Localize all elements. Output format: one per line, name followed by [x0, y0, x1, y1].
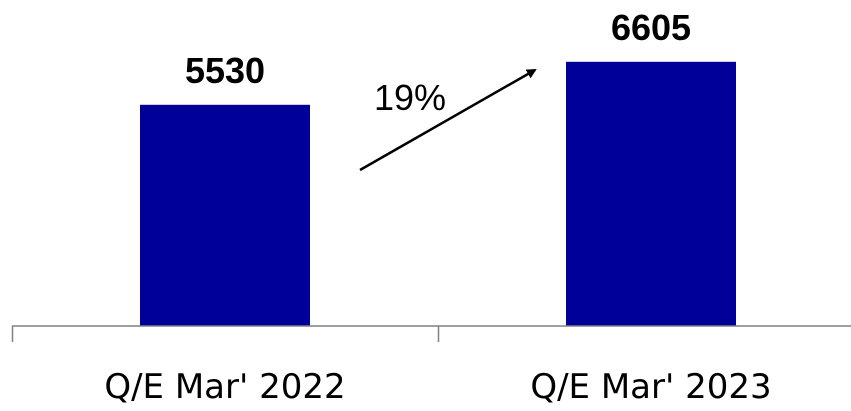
growth-label: 19% — [374, 77, 446, 118]
bar-1 — [140, 104, 310, 326]
category-label-1: Q/E Mar' 2022 — [104, 367, 345, 407]
growth-arrow — [359, 68, 537, 172]
bar-value-label-1: 5530 — [185, 50, 265, 91]
category-label-2: Q/E Mar' 2023 — [530, 367, 771, 407]
value-labels-layer: 5530 6605 — [185, 7, 691, 91]
bars-layer — [140, 61, 736, 327]
bar-value-label-2: 6605 — [611, 7, 691, 48]
growth-annotation: 19% — [359, 68, 537, 172]
bar-2 — [566, 61, 736, 327]
category-labels-layer: Q/E Mar' 2022 Q/E Mar' 2023 — [104, 367, 771, 407]
x-axis — [11, 325, 851, 342]
